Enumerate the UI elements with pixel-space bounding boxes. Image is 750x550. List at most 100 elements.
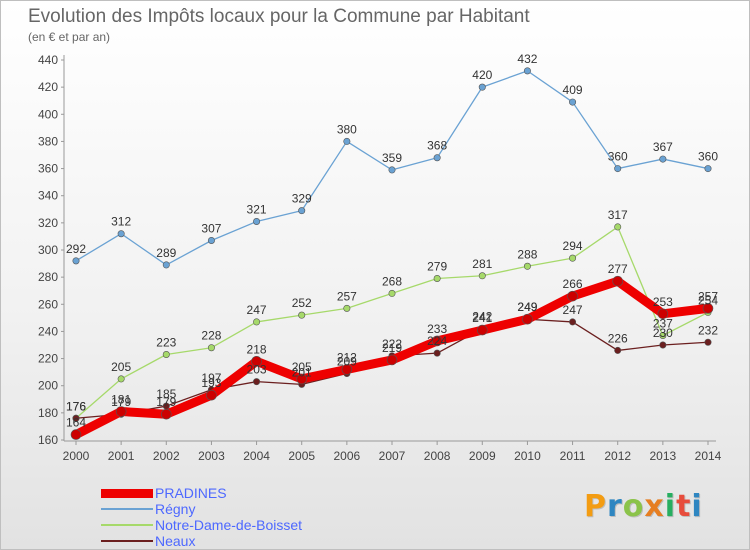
y-tick-label: 440 xyxy=(38,53,58,67)
data-label-regny: 329 xyxy=(292,192,312,206)
y-tick-label: 340 xyxy=(38,189,58,203)
data-label-regny: 307 xyxy=(201,222,221,236)
data-point-notre-dame-de-boisset xyxy=(433,274,441,282)
x-tick-label: 2001 xyxy=(108,449,135,463)
y-tick-label: 200 xyxy=(38,379,58,393)
data-label-neaux: 179 xyxy=(111,395,131,409)
legend-label: Notre-Dame-de-Boisset xyxy=(155,517,303,533)
data-label-pradines: 218 xyxy=(247,342,267,356)
data-point-pradines xyxy=(702,303,714,314)
data-point-regny xyxy=(433,154,441,162)
y-tick-label: 360 xyxy=(38,162,58,176)
data-label-regny: 409 xyxy=(563,83,583,97)
y-tick-label: 260 xyxy=(38,297,58,311)
data-point-pradines xyxy=(115,406,127,417)
x-tick-label: 2007 xyxy=(379,449,406,463)
legend-swatch xyxy=(101,508,153,510)
data-point-regny xyxy=(117,230,125,238)
data-label-notre-dame-de-boisset: 247 xyxy=(247,303,267,317)
data-label-neaux: 209 xyxy=(337,355,357,369)
x-tick-label: 2000 xyxy=(63,449,90,463)
data-label-pradines: 249 xyxy=(517,300,537,314)
data-point-neaux xyxy=(704,338,712,346)
y-tick-label: 160 xyxy=(38,433,58,447)
x-tick-label: 2002 xyxy=(153,449,180,463)
data-point-regny xyxy=(207,237,215,245)
data-label-neaux: 201 xyxy=(292,365,312,379)
data-label-neaux: 249 xyxy=(517,300,537,314)
data-label-regny: 360 xyxy=(608,150,628,164)
legend-label: Neaux xyxy=(155,533,196,549)
data-point-neaux xyxy=(72,414,80,422)
x-tick-label: 2010 xyxy=(514,449,541,463)
data-label-regny: 380 xyxy=(337,122,357,136)
x-tick-label: 2003 xyxy=(198,449,225,463)
data-point-neaux xyxy=(614,346,622,354)
data-label-neaux: 203 xyxy=(247,363,267,377)
data-label-pradines: 164 xyxy=(66,416,86,430)
data-point-notre-dame-de-boisset xyxy=(569,254,577,262)
data-point-neaux xyxy=(253,378,261,386)
data-label-regny: 312 xyxy=(111,215,131,229)
data-point-regny xyxy=(704,165,712,173)
data-label-notre-dame-de-boisset: 288 xyxy=(517,247,537,261)
data-label-notre-dame-de-boisset: 279 xyxy=(427,260,447,274)
data-label-notre-dame-de-boisset: 317 xyxy=(608,208,628,222)
data-point-regny xyxy=(478,83,486,91)
data-point-regny xyxy=(388,166,396,174)
data-label-notre-dame-de-boisset: 268 xyxy=(382,274,402,288)
y-tick-label: 300 xyxy=(38,243,58,257)
data-label-notre-dame-de-boisset: 254 xyxy=(698,293,718,307)
data-point-regny xyxy=(72,257,80,265)
data-label-neaux: 226 xyxy=(608,331,628,345)
x-tick-label: 2011 xyxy=(560,449,586,463)
data-point-notre-dame-de-boisset xyxy=(162,350,170,358)
data-label-pradines: 233 xyxy=(427,322,447,336)
data-point-pradines xyxy=(612,275,624,287)
x-tick-label: 2005 xyxy=(288,449,315,463)
data-point-pradines xyxy=(567,290,578,302)
data-point-neaux xyxy=(433,349,441,357)
x-tick-label: 2009 xyxy=(469,449,496,463)
data-label-neaux: 197 xyxy=(201,371,221,385)
data-label-neaux: 230 xyxy=(653,326,673,340)
data-label-neaux: 224 xyxy=(427,334,447,348)
y-tick-label: 380 xyxy=(38,134,58,148)
data-point-notre-dame-de-boisset xyxy=(659,331,667,339)
data-point-pradines xyxy=(341,364,353,375)
logo-letter: i xyxy=(691,489,703,524)
data-point-pradines xyxy=(251,355,262,367)
data-label-notre-dame-de-boisset: 252 xyxy=(292,296,312,310)
data-label-pradines: 241 xyxy=(472,311,492,325)
logo-letter: t xyxy=(676,489,692,524)
data-label-pradines: 179 xyxy=(156,395,176,409)
x-tick-label: 2013 xyxy=(650,449,677,463)
data-point-notre-dame-de-boisset xyxy=(207,344,215,352)
data-point-notre-dame-de-boisset xyxy=(523,262,531,270)
data-label-regny: 359 xyxy=(382,151,402,165)
data-label-pradines: 266 xyxy=(563,277,583,291)
data-label-pradines: 277 xyxy=(608,262,628,276)
data-label-pradines: 181 xyxy=(111,393,131,407)
data-label-neaux: 222 xyxy=(382,337,402,351)
y-tick-label: 420 xyxy=(38,80,58,94)
data-label-regny: 420 xyxy=(472,68,492,82)
legend-swatch xyxy=(101,489,153,498)
data-label-notre-dame-de-boisset: 176 xyxy=(66,399,86,413)
chart-title: Evolution des Impôts locaux pour la Comm… xyxy=(28,6,530,27)
y-tick-label: 280 xyxy=(38,270,58,284)
data-label-neaux: 185 xyxy=(156,387,176,401)
data-point-regny xyxy=(253,218,261,226)
data-label-pradines: 205 xyxy=(292,360,312,374)
data-point-neaux xyxy=(659,341,667,349)
data-label-neaux: 242 xyxy=(472,310,492,324)
data-label-neaux: 176 xyxy=(66,399,86,413)
data-point-pradines xyxy=(386,354,398,366)
data-point-notre-dame-de-boisset xyxy=(343,304,351,312)
data-label-pradines: 212 xyxy=(337,350,357,364)
data-label-regny: 367 xyxy=(653,140,673,154)
data-label-notre-dame-de-boisset: 223 xyxy=(156,336,176,350)
proxiti-logo: Proxiti xyxy=(584,489,703,524)
data-point-pradines xyxy=(522,313,533,325)
y-tick-label: 220 xyxy=(38,352,58,366)
